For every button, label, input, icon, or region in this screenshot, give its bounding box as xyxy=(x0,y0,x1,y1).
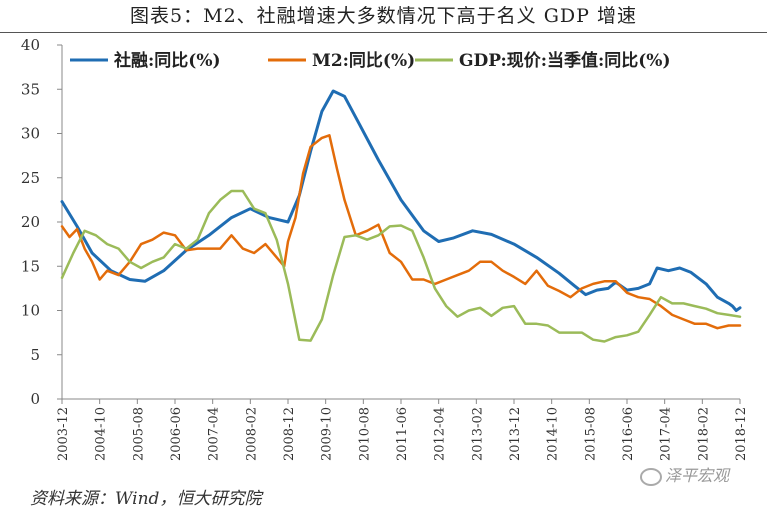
legend-label-1: 社融:同比(%) xyxy=(113,50,221,71)
x-tick-label: 2008-02 xyxy=(244,407,259,461)
x-tick-label: 2017-04 xyxy=(659,407,674,461)
x-tick-label: 2006-06 xyxy=(169,407,184,461)
x-tick-label: 2012-04 xyxy=(433,407,448,461)
x-tick-label: 2010-08 xyxy=(357,407,372,461)
x-tick-label: 2013-02 xyxy=(470,407,485,461)
legend-label-2: M2:同比(%) xyxy=(312,50,415,71)
x-tick-label: 2009-10 xyxy=(320,407,335,461)
title-divider xyxy=(0,32,767,33)
y-tick-label: 25 xyxy=(21,169,40,187)
legend-label-3: GDP:现价:当季值:同比(%) xyxy=(459,50,671,71)
y-tick-label: 0 xyxy=(30,390,40,408)
series-line-3 xyxy=(60,189,742,343)
x-tick-label: 2014-10 xyxy=(546,407,561,461)
x-tick-label: 2018-12 xyxy=(734,407,749,461)
legend: 社融:同比(%) M2:同比(%) GDP:现价:当季值:同比(%) xyxy=(70,50,671,71)
x-tick-label: 2018-02 xyxy=(696,407,711,461)
y-tick-label: 10 xyxy=(21,302,40,320)
y-tick-label: 40 xyxy=(21,36,40,54)
axes: 0 5 10 15 20 25 30 35 40 2003-12 2004-10 2005-08 200… xyxy=(21,36,749,461)
x-tick-label: 2003-12 xyxy=(56,407,71,461)
series-line-1 xyxy=(60,89,742,312)
wechat-icon xyxy=(640,467,662,486)
x-tick-label: 2007-04 xyxy=(207,407,222,461)
line-chart: 0 5 10 15 20 25 30 35 40 2003-12 2004-10 2005-08 200… xyxy=(21,36,749,461)
x-tick-label: 2016-06 xyxy=(621,407,636,461)
x-tick-label: 2008-12 xyxy=(282,407,297,461)
series-layer xyxy=(60,89,742,343)
x-tick-label: 2004-10 xyxy=(94,407,109,461)
y-tick-label: 35 xyxy=(21,80,40,98)
x-tick-label: 2011-06 xyxy=(395,407,410,461)
series-line-2 xyxy=(60,134,742,330)
chart-title: 图表5：M2、社融增速大多数情况下高于名义 GDP 增速 xyxy=(130,5,637,27)
y-tick-label: 15 xyxy=(21,257,40,275)
y-tick-label: 5 xyxy=(30,346,40,364)
y-tick-label: 30 xyxy=(21,125,40,143)
x-tick-label: 2013-12 xyxy=(508,407,523,461)
x-tick-label: 2005-08 xyxy=(131,407,146,461)
x-tick-label: 2015-08 xyxy=(583,407,598,461)
watermark-text: 泽平宏观 xyxy=(665,466,730,485)
source-note: 资料来源：Wind，恒大研究院 xyxy=(30,489,262,509)
watermark: 泽平宏观 xyxy=(640,462,755,486)
y-tick-label: 20 xyxy=(21,213,40,231)
